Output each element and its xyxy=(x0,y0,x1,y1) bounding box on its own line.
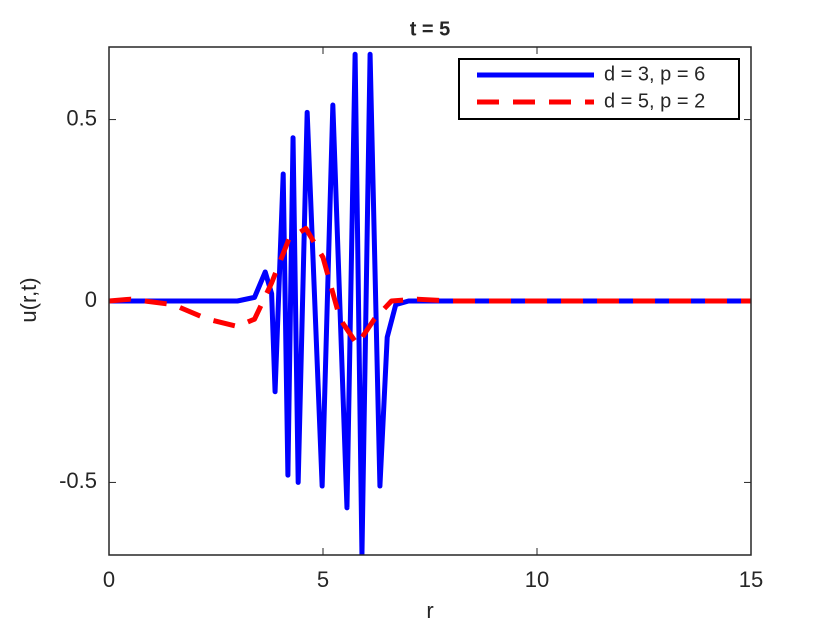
line xyxy=(109,51,751,555)
x-axis-label: r xyxy=(426,598,433,623)
x-tick-label: 10 xyxy=(525,567,549,592)
x-tick-label: 0 xyxy=(103,567,115,592)
y-tick-label: -0.5 xyxy=(59,468,97,493)
legend-label: d = 3, p = 6 xyxy=(604,63,705,85)
x-tick-label: 5 xyxy=(317,567,329,592)
plot-lines xyxy=(109,51,751,555)
y-tick-label: 0.5 xyxy=(66,105,97,130)
y-tick-label: 0 xyxy=(85,287,97,312)
chart-title: t = 5 xyxy=(410,18,451,40)
legend-label: d = 5, p = 2 xyxy=(604,90,705,112)
plot-frame xyxy=(108,46,752,556)
legend-box xyxy=(458,58,740,120)
x-tick-label: 15 xyxy=(739,567,763,592)
y-axis-label: u(r,t) xyxy=(16,277,41,322)
line xyxy=(109,225,751,348)
